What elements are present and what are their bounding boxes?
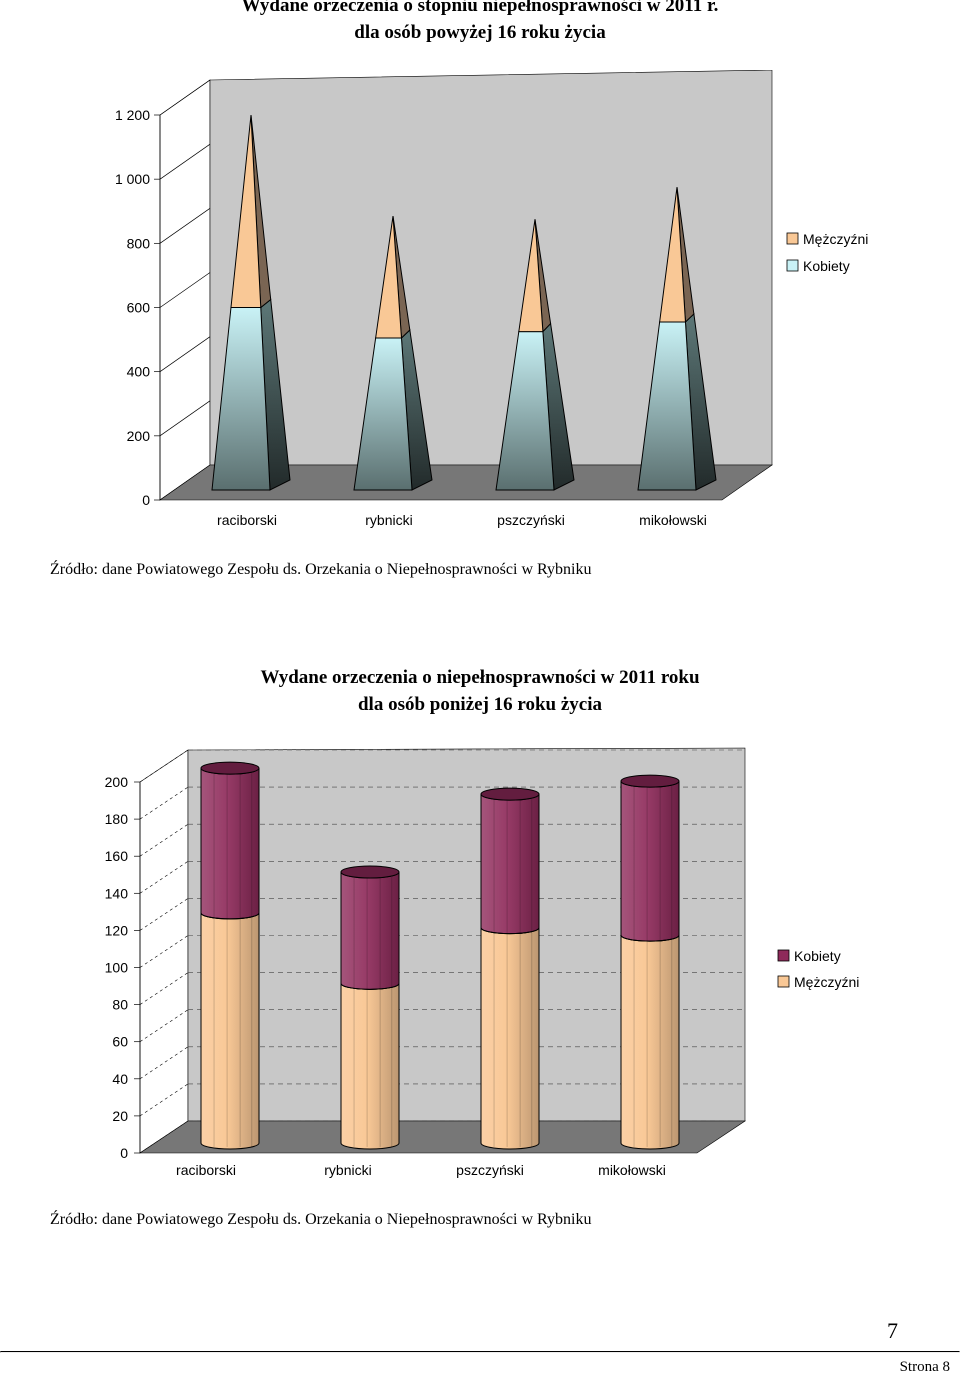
chart2-bar-men-raciborski <box>200 912 260 1150</box>
chart1-gridline <box>159 336 211 372</box>
chart1-ytick-label: 1 200 <box>115 107 150 123</box>
chart2-gridline-side <box>139 898 189 931</box>
chart1-ytick-label: 600 <box>127 300 151 316</box>
chart2-gridline-side <box>139 1083 189 1117</box>
chart2-cylinder-stacked: 0 20 40 60 80 100 120 140 160 180 200 raciborski ryb… <box>105 747 859 1178</box>
chart2-bar-women-pszczyński <box>480 793 540 935</box>
chart2-bar-women-rybnicki <box>340 871 400 990</box>
chart1-title-line2: dla osób powyżej 16 roku życia <box>354 22 606 43</box>
chart2-ytick-label: 180 <box>105 811 129 827</box>
chart1-ytick-label: 0 <box>142 492 150 508</box>
chart2-gridline-side <box>139 786 189 820</box>
chart1-legend-label: Kobiety <box>803 258 850 274</box>
chart2-bar-seam <box>480 927 540 935</box>
chart1-xtick-label: pszczyński <box>497 512 565 528</box>
chart1-ytick-label: 400 <box>127 364 151 380</box>
chart2-legend-swatch <box>777 975 790 988</box>
chart1-ytick-label: 200 <box>127 428 151 444</box>
chart2-source-note: Źródło: dane Powiatowego Zespołu ds. Orz… <box>50 1211 592 1228</box>
chart1-bar-men-rybnicki <box>375 215 402 339</box>
chart1-pyramid-stacked: 0 200 400 600 800 1 000 1 200 raciborski rybnick… <box>115 70 868 528</box>
chart2-ytick-label: 80 <box>112 997 128 1013</box>
chart2-title-line1: Wydane orzeczenia o niepełnosprawności w… <box>260 667 700 688</box>
chart1-bar-men-raciborski <box>230 114 262 308</box>
chart1-bar-men-pszczyński <box>518 219 544 333</box>
chart2-gridline-side <box>139 749 189 783</box>
chart1-gridline <box>159 272 211 308</box>
chart2-legend-swatch <box>777 949 790 962</box>
chart2-ytick-label: 120 <box>105 922 129 938</box>
chart2-ytick-label: 40 <box>112 1071 128 1087</box>
chart1-source-note: Źródło: dane Powiatowego Zespołu ds. Orz… <box>50 561 592 578</box>
chart2-title: Wydane orzeczenia o niepełnosprawności w… <box>0 664 960 718</box>
chart1-bar-men-mikołowski <box>659 187 686 323</box>
chart2-gridline-side <box>139 1009 189 1042</box>
chart2-bar-men-pszczyński <box>480 927 540 1150</box>
chart2-bar-men-rybnicki <box>340 983 400 1150</box>
chart2-gridline-side <box>139 972 189 1005</box>
chart1-xtick-label: mikołowski <box>639 512 707 528</box>
chart1-gridline <box>159 208 211 244</box>
chart2-ytick-label: 60 <box>112 1034 128 1050</box>
page-number: 7 <box>887 1318 898 1343</box>
chart1-title: Wydane orzeczenia o stopniu niepełnospra… <box>0 0 960 46</box>
chart2-xtick-label: pszczyński <box>456 1162 524 1178</box>
chart1-floor <box>159 464 773 501</box>
chart2-xtick-label: rybnicki <box>324 1162 371 1178</box>
chart1-title-line1: Wydane orzeczenia o stopniu niepełnospra… <box>241 0 719 16</box>
chart2-ytick-label: 20 <box>112 1108 128 1124</box>
chart2-gridline-side <box>139 935 189 968</box>
chart1-xtick-label: rybnicki <box>365 512 412 528</box>
chart2-bar-seam <box>620 934 680 942</box>
footer-rule <box>0 1351 960 1353</box>
chart1-gridline <box>159 143 211 180</box>
chart2-gridline-side <box>139 823 189 857</box>
chart2-xtick-label: raciborski <box>176 1162 236 1178</box>
chart2-ytick-label: 0 <box>120 1145 128 1161</box>
chart2-bar-seam <box>200 912 260 920</box>
chart1-ytick-label: 1 000 <box>115 171 150 187</box>
chart2-ytick-label: 140 <box>105 885 129 901</box>
chart2-legend-label: Kobiety <box>794 948 841 964</box>
chart1-gridline <box>159 79 211 116</box>
chart1-legend-swatch <box>786 259 799 272</box>
chart2-side-wall <box>139 749 189 1154</box>
chart2-bar-top-cap <box>620 774 680 788</box>
chart1-legend-swatch <box>786 232 799 245</box>
chart2-bar-top-cap <box>340 865 400 879</box>
chart2-ytick-label: 160 <box>105 848 129 864</box>
chart2-bar-top-cap <box>480 787 540 801</box>
chart2-ytick-label: 200 <box>105 774 129 790</box>
chart1-ytick-label: 800 <box>127 235 151 251</box>
footer-page-label: Strona 8 <box>899 1359 950 1375</box>
chart1-xtick-label: raciborski <box>217 512 277 528</box>
chart2-bar-women-raciborski <box>200 767 260 920</box>
chart2-bar-top-cap <box>200 761 260 775</box>
chart2-ytick-label: 100 <box>105 960 129 976</box>
chart1-legend-label: Mężczyźni <box>803 231 868 247</box>
chart1-gridline <box>159 400 211 437</box>
chart2-gridline-side <box>139 861 189 894</box>
chart2-bar-men-mikołowski <box>620 934 680 1150</box>
chart2-legend-label: Mężczyźni <box>794 974 859 990</box>
chart2-gridline-side <box>139 1046 189 1080</box>
chart2-bar-women-mikołowski <box>620 780 680 942</box>
chart2-xtick-label: mikołowski <box>598 1162 666 1178</box>
chart2-bar-seam <box>340 983 400 990</box>
chart2-floor <box>139 1120 746 1154</box>
chart2-title-line2: dla osób poniżej 16 roku życia <box>357 694 603 715</box>
